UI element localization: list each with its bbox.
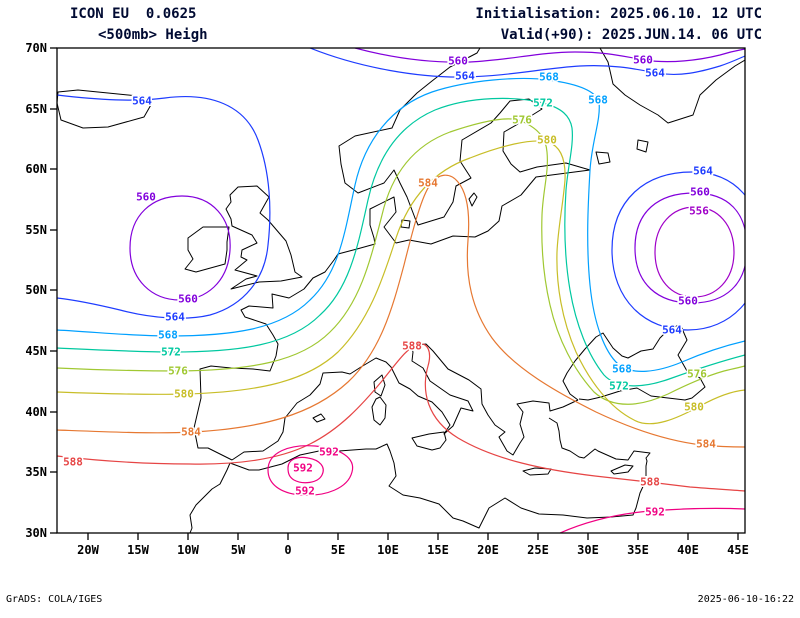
contour-label-560: 560 [690, 186, 710, 199]
contour-labels-568: 568 568 568 568 [157, 69, 634, 377]
contour-label-576: 576 [512, 114, 532, 127]
contours [57, 48, 745, 533]
contour-label-584: 584 [696, 438, 716, 451]
lon-tick-label: 45E [727, 543, 749, 557]
lon-axis: 20W 15W 10W 5W 0 5E 10E 15E 20E 25E 30E 35E 40E 45E [77, 533, 749, 557]
contour-label-568: 568 [612, 363, 632, 376]
contour-572 [57, 97, 745, 387]
contour-label-564: 564 [645, 67, 665, 80]
contour-label-572: 572 [533, 97, 553, 110]
contour-labels-588: 588 588 588 [62, 338, 662, 490]
lat-tick-label: 70N [25, 41, 47, 55]
coastlines [57, 48, 745, 533]
lon-tick-label: 15W [127, 543, 149, 557]
lat-tick-label: 65N [25, 102, 47, 116]
lat-tick-label: 30N [25, 526, 47, 540]
lon-tick-label: 15E [427, 543, 449, 557]
contour-label-560: 560 [448, 55, 468, 68]
contour-label-568: 568 [158, 329, 178, 342]
contour-label-588: 588 [402, 340, 422, 353]
contour-label-568: 568 [539, 71, 559, 84]
contour-label-580: 580 [174, 388, 194, 401]
contour-labels-592: 592 592 592 592 [292, 444, 667, 520]
lat-tick-label: 35N [25, 465, 47, 479]
contour-label-576: 576 [168, 365, 188, 378]
contour-label-556: 556 [689, 205, 709, 218]
contour-580 [57, 140, 745, 425]
contour-labels-556: 556 [688, 203, 711, 219]
contour-label-568: 568 [588, 94, 608, 107]
contour-label-564: 564 [662, 324, 682, 337]
contour-556 [654, 206, 735, 298]
contour-560 [129, 48, 745, 304]
contour-label-564: 564 [455, 70, 475, 83]
contour-588 [57, 343, 745, 492]
contour-label-580: 580 [537, 134, 557, 147]
creation-timestamp: 2025-06-10-16:22 [697, 594, 794, 605]
contour-label-592: 592 [645, 506, 665, 519]
grads-credit: GrADS: COLA/IGES [6, 594, 103, 605]
contour-label-560: 560 [633, 54, 653, 67]
field-title: <500mb> Heigh [98, 27, 208, 43]
contour-584 [57, 174, 745, 448]
contour-labels-580: 580 580 580 [173, 132, 706, 415]
contour-label-584: 584 [418, 177, 438, 190]
contour-label-592: 592 [293, 462, 313, 475]
lon-tick-label: 10W [177, 543, 199, 557]
contour-label-588: 588 [640, 476, 660, 489]
contour-labels-584: 584 584 584 [180, 175, 718, 452]
contour-label-572: 572 [161, 346, 181, 359]
lon-tick-label: 20W [77, 543, 99, 557]
contour-568 [57, 77, 745, 372]
lat-tick-label: 50N [25, 283, 47, 297]
lon-tick-label: 5W [231, 543, 246, 557]
contour-label-592: 592 [295, 485, 315, 498]
lon-tick-label: 10E [377, 543, 399, 557]
contour-labels-564: 564 564 564 564 564 564 [131, 65, 715, 338]
valid-time: Valid(+90): 2025.JUN.14. 06 UTC [500, 27, 762, 43]
lat-tick-label: 60N [25, 162, 47, 176]
contour-592 [267, 445, 745, 533]
lon-tick-label: 5E [331, 543, 345, 557]
contour-label-560: 560 [178, 293, 198, 306]
contour-label-576: 576 [687, 368, 707, 381]
contour-labels-560: 560 560 560 560 560 560 [135, 52, 712, 309]
contour-label-560: 560 [678, 295, 698, 308]
initialisation-time: Initialisation: 2025.06.10. 12 UTC [475, 6, 762, 22]
lon-tick-label: 35E [627, 543, 649, 557]
lat-tick-label: 55N [25, 223, 47, 237]
contour-label-564: 564 [165, 311, 185, 324]
contour-label-572: 572 [609, 380, 629, 393]
contour-576 [57, 118, 745, 405]
contour-label-592: 592 [319, 446, 339, 459]
contour-label-584: 584 [181, 426, 201, 439]
contour-label-564: 564 [132, 95, 152, 108]
lon-tick-label: 20E [477, 543, 499, 557]
contour-label-588: 588 [63, 456, 83, 469]
contour-labels-576: 576 576 576 [167, 112, 709, 382]
lat-axis: 70N 65N 60N 55N 50N 45N 40N 35N 30N [25, 41, 57, 540]
lon-tick-label: 30E [577, 543, 599, 557]
contour-label-580: 580 [684, 401, 704, 414]
contour-564 [57, 48, 745, 331]
map-frame [56, 47, 746, 534]
lat-tick-label: 40N [25, 405, 47, 419]
contour-label-564: 564 [693, 165, 713, 178]
contour-labels-572: 572 572 572 [160, 95, 631, 394]
lon-tick-label: 40E [677, 543, 699, 557]
lon-tick-label: 0 [284, 543, 291, 557]
contour-label-560: 560 [136, 191, 156, 204]
lat-tick-label: 45N [25, 344, 47, 358]
lon-tick-label: 25E [527, 543, 549, 557]
model-title: ICON EU 0.0625 [70, 6, 197, 22]
